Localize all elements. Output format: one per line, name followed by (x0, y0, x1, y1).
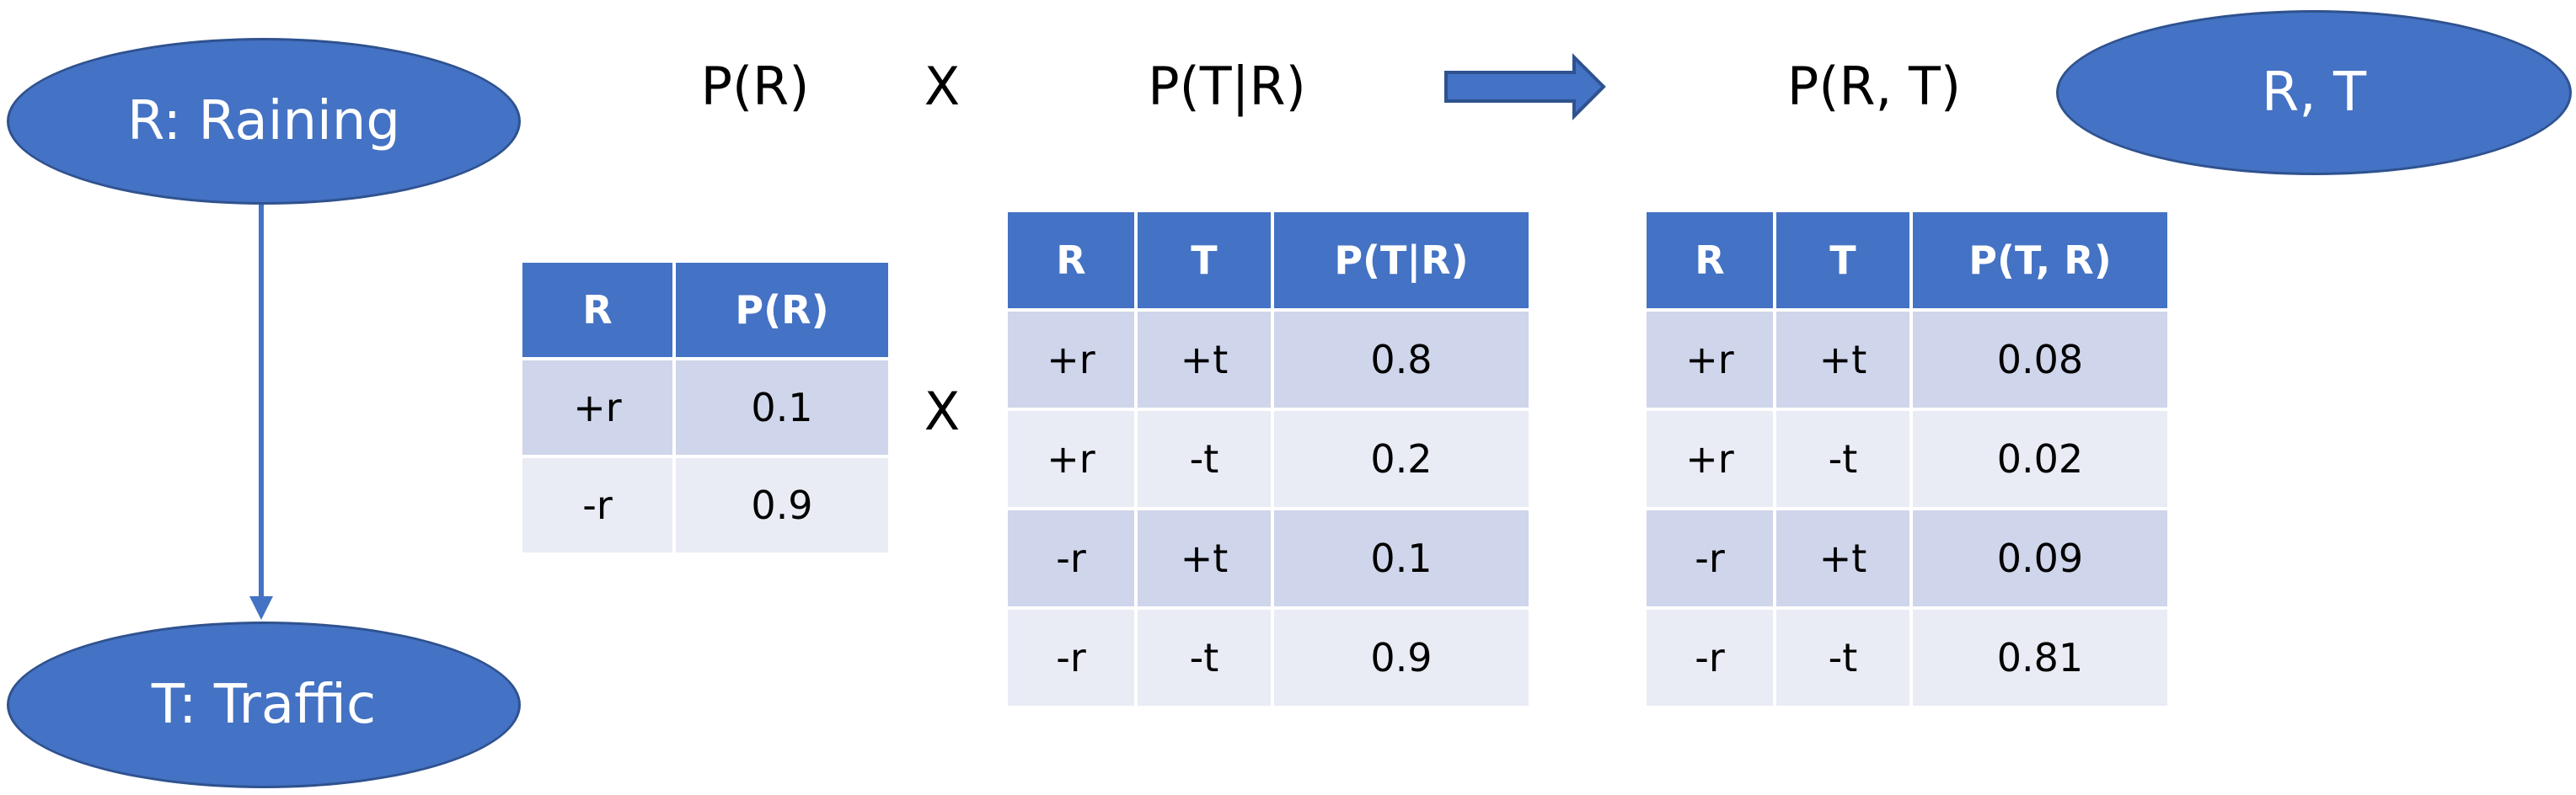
table-cell: -r (519, 455, 676, 556)
table-row: +r +t 0.8 (1004, 308, 1532, 411)
table-row: -r 0.9 (519, 455, 892, 556)
table-row: +r -t 0.02 (1643, 408, 2171, 510)
table-cell: 0.8 (1271, 308, 1532, 411)
table-cell: -r (1004, 606, 1138, 709)
node-traffic-label: T: Traffic (151, 674, 377, 736)
node-traffic: T: Traffic (7, 622, 521, 788)
header-cell: R (1643, 209, 1776, 312)
node-joint-label: R, T (2261, 61, 2367, 124)
table-cell: 0.81 (1909, 606, 2171, 709)
table-cell: +r (1004, 408, 1138, 510)
node-raining: R: Raining (7, 38, 521, 205)
table-cell: +t (1773, 507, 1913, 610)
equation-prior: P(R) (700, 56, 810, 117)
table-header-row: R T P(T|R) (1004, 209, 1532, 312)
table-row: +r -t 0.2 (1004, 408, 1532, 510)
table-row: +r 0.1 (519, 357, 892, 458)
table-header-row: R T P(T, R) (1643, 209, 2171, 312)
table-cell: +t (1134, 308, 1274, 411)
table-cell: -t (1134, 606, 1274, 709)
edge-raining-to-traffic (249, 205, 273, 620)
header-cell: T (1134, 209, 1274, 312)
table-prior: R P(R) +r 0.1 -r 0.9 (519, 259, 892, 556)
table-cell: +t (1134, 507, 1274, 610)
table-cell: -r (1643, 507, 1776, 610)
node-raining-label: R: Raining (127, 90, 400, 152)
table-cell: -r (1004, 507, 1138, 610)
table-cell: 0.09 (1909, 507, 2171, 610)
equation-times: X (924, 56, 961, 117)
table-cell: -t (1773, 606, 1913, 709)
table-cell: -r (1643, 606, 1776, 709)
table-row: -r -t 0.9 (1004, 606, 1532, 709)
header-cell: P(R) (672, 259, 892, 360)
header-cell: P(T, R) (1909, 209, 2171, 312)
node-joint: R, T (2056, 10, 2572, 175)
table-cell: -t (1134, 408, 1274, 510)
table-cell: +r (519, 357, 676, 458)
table-row: -r +t 0.09 (1643, 507, 2171, 610)
table-row: +r +t 0.08 (1643, 308, 2171, 411)
header-cell: R (1004, 209, 1138, 312)
table-cell: 0.9 (1271, 606, 1532, 709)
block-right-arrow-icon (1444, 53, 1606, 120)
table-cell: +t (1773, 308, 1913, 411)
table-cell: +r (1643, 308, 1776, 411)
table-row: -r +t 0.1 (1004, 507, 1532, 610)
header-cell: R (519, 259, 676, 360)
header-cell: T (1773, 209, 1913, 312)
table-cell: 0.1 (1271, 507, 1532, 610)
table-header-row: R P(R) (519, 259, 892, 360)
table-cell: +r (1643, 408, 1776, 510)
table-row: -r -t 0.81 (1643, 606, 2171, 709)
equation-joint: P(R, T) (1786, 56, 1962, 117)
table-times-sign: X (924, 381, 961, 442)
table-cell: +r (1004, 308, 1138, 411)
equation-conditional: P(T|R) (1148, 56, 1306, 117)
table-cell: 0.1 (672, 357, 892, 458)
table-conditional: R T P(T|R) +r +t 0.8 +r -t 0.2 -r +t 0.1… (1004, 209, 1532, 709)
table-cell: 0.02 (1909, 408, 2171, 510)
table-cell: 0.9 (672, 455, 892, 556)
header-cell: P(T|R) (1271, 209, 1532, 312)
table-joint: R T P(T, R) +r +t 0.08 +r -t 0.02 -r +t … (1643, 209, 2171, 709)
table-cell: -t (1773, 408, 1913, 510)
table-cell: 0.2 (1271, 408, 1532, 510)
table-cell: 0.08 (1909, 308, 2171, 411)
